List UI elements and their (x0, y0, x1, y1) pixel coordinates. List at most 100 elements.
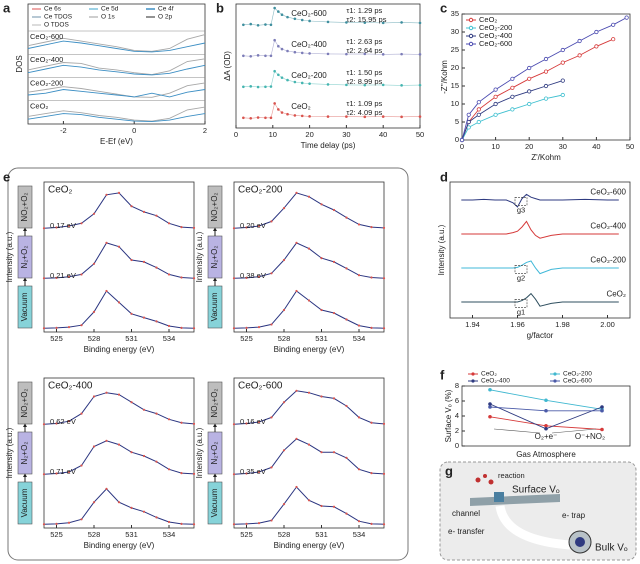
sample-title: CeO₂-400 (48, 381, 93, 392)
decay-line (243, 102, 421, 119)
data-point (67, 521, 71, 524)
data-point (493, 101, 498, 107)
x-axis-label: g/factor (527, 331, 554, 340)
data-point (257, 275, 261, 278)
x-tick-label: 534 (163, 334, 176, 343)
data-point (155, 460, 158, 463)
legend-marker (553, 372, 557, 376)
dos-line (27, 34, 206, 52)
data-point (180, 326, 183, 329)
arrow (551, 428, 597, 434)
data-point (257, 470, 261, 474)
data-point (92, 395, 96, 398)
sample-title: CeO₂-600 (238, 381, 283, 392)
data-point (611, 37, 616, 42)
series-label: CeO₂ (291, 102, 311, 111)
data-point (320, 203, 323, 206)
data-point (130, 312, 133, 315)
data-point (295, 289, 298, 293)
plot-frame (233, 181, 385, 333)
data-point (295, 485, 298, 489)
data-point (282, 503, 286, 506)
data-point (232, 227, 236, 230)
shift-label: 0.21 eV (50, 271, 76, 280)
data-point (332, 208, 336, 212)
atmosphere-label: N₂+O₂ (20, 442, 29, 465)
legend-label: CeO₂-600 (563, 378, 592, 385)
data-point (357, 468, 361, 471)
data-point (332, 260, 336, 263)
data-point (245, 522, 248, 525)
y-axis-label: Surface Vₒ (%) (444, 389, 453, 442)
panel-label: a (3, 0, 11, 15)
data-point (282, 449, 286, 452)
data-point (307, 299, 311, 302)
shift-label: 0.16 eV (240, 417, 266, 426)
data-point (527, 65, 532, 71)
y-tick-label: 35 (451, 9, 459, 18)
data-point (544, 398, 548, 403)
dos-line (27, 106, 206, 122)
legend-label: CeO₂ (481, 371, 497, 378)
dos-line (27, 82, 206, 98)
diagram-label: e- trap (562, 511, 586, 520)
epr-line (461, 193, 619, 208)
data-point (92, 445, 96, 448)
data-point (80, 464, 83, 467)
y-axis-label: Intensity (a.u.) (437, 224, 446, 275)
atmosphere-label: NO₂+O₂ (20, 192, 29, 221)
arrow-head (213, 473, 217, 477)
shift-label: 0.17 eV (50, 221, 76, 230)
data-point (167, 468, 171, 471)
x-axis-label: Z'/Kohm (531, 153, 561, 162)
diagram: g reaction Surface Vₒ channel e- transfe… (439, 461, 637, 561)
fit-annotation: τ1: 1.29 ps (346, 6, 382, 15)
y-tick-label: 10 (451, 99, 459, 108)
x-tick-label: 40 (379, 130, 387, 139)
data-point (42, 227, 46, 230)
data-point (295, 389, 298, 392)
data-point (232, 523, 236, 526)
data-point (476, 112, 481, 117)
reaction-dot (483, 474, 487, 478)
data-point (232, 473, 236, 476)
data-point (370, 522, 373, 525)
shift-label: 0.71 eV (50, 467, 76, 476)
data-point (357, 223, 361, 226)
panel-label: b (216, 0, 224, 15)
data-point (418, 115, 422, 118)
data-point (600, 405, 604, 409)
fit-annotation: τ1: 2.63 ps (346, 37, 382, 46)
data-point (67, 470, 71, 474)
data-point (307, 499, 311, 502)
atmosphere-label: Vacuum (210, 292, 219, 321)
y-tick-label: 0 (455, 135, 459, 144)
x-tick-label: 10 (269, 130, 277, 139)
x-tick-label: 20 (305, 130, 313, 139)
decay-line (243, 39, 421, 57)
legend-marker (468, 25, 474, 31)
x-tick-label: 0 (234, 130, 238, 139)
fit-envelope (43, 488, 195, 525)
diagram-label: Bulk Vₒ (595, 543, 628, 554)
data-point (493, 94, 498, 99)
data-point (476, 107, 481, 112)
data-point (80, 324, 83, 327)
legend-label: Ce 4f (158, 6, 174, 13)
data-point (242, 85, 245, 89)
x-tick-label: 525 (50, 530, 63, 539)
data-point (180, 472, 183, 475)
legend-marker (468, 33, 474, 39)
data-point (345, 267, 348, 270)
annotation-box (514, 298, 528, 308)
panel-label: c (440, 0, 447, 15)
arrow-head (213, 277, 217, 281)
y-tick-label: 2 (455, 426, 459, 435)
data-point (345, 512, 348, 515)
data-point (245, 276, 248, 279)
data-point (510, 76, 515, 81)
series-label: CeO₂-400 (291, 40, 327, 49)
data-point (130, 506, 133, 509)
annotation: g1 (517, 307, 525, 316)
